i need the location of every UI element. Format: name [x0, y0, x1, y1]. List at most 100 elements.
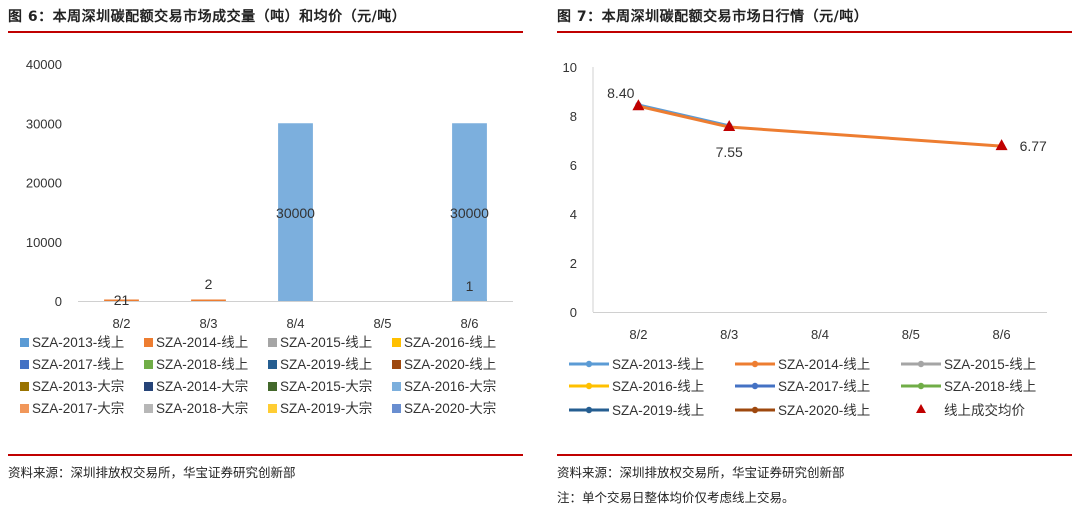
legend-point: [751, 382, 759, 390]
data-label: 21: [114, 292, 130, 308]
data-label: 2: [205, 276, 213, 292]
figure-6-title: 图 6：本周深圳碳配额交易市场成交量（吨）和均价（元/吨）: [8, 9, 407, 25]
legend-label: 线上成交均价: [944, 402, 1025, 418]
legend-label: SZA-2016-大宗: [404, 379, 496, 394]
legend-point: [585, 406, 593, 414]
legend-label: SZA-2017-线上: [778, 379, 870, 394]
legend-label: SZA-2015-线上: [280, 335, 372, 350]
figure-7-note: 注：单个交易日整体均价仅考虑线上交易。: [557, 490, 795, 505]
x-tick-label: 8/5: [373, 316, 391, 331]
legend-point: [917, 382, 925, 390]
legend-label: SZA-2017-大宗: [32, 401, 124, 416]
legend-marker: [916, 404, 926, 413]
bar: [191, 299, 226, 301]
bar: [104, 299, 139, 301]
x-tick-label: 8/6: [993, 327, 1011, 342]
legend-swatch: [268, 338, 277, 347]
x-tick-label: 8/5: [902, 327, 920, 342]
legend-swatch: [392, 382, 401, 391]
legend-swatch: [268, 382, 277, 391]
x-tick-label: 8/2: [629, 327, 647, 342]
y-tick-label: 30000: [26, 116, 62, 131]
x-tick-label: 8/2: [112, 316, 130, 331]
y-tick-label: 2: [570, 256, 577, 271]
title-rule: [8, 31, 523, 33]
legend-swatch: [268, 404, 277, 413]
avg-price-marker: [723, 120, 736, 132]
title-rule: [557, 31, 1072, 33]
legend-label: SZA-2013-大宗: [32, 379, 124, 394]
legend-label: SZA-2013-线上: [32, 335, 124, 350]
data-label: 30000: [276, 205, 315, 221]
y-tick-label: 40000: [26, 57, 62, 72]
source-rule: [8, 454, 523, 456]
y-tick-label: 6: [570, 158, 577, 173]
legend-point: [751, 360, 759, 368]
x-tick-label: 8/3: [720, 327, 738, 342]
y-tick-label: 20000: [26, 176, 62, 191]
legend-swatch: [20, 382, 29, 391]
x-tick-label: 8/4: [286, 316, 304, 331]
legend-swatch: [144, 360, 153, 369]
legend-label: SZA-2014-大宗: [156, 379, 248, 394]
legend-label: SZA-2020-大宗: [404, 401, 496, 416]
legend-label: SZA-2018-线上: [156, 357, 248, 372]
legend-swatch: [144, 382, 153, 391]
data-label: 8.40: [607, 85, 634, 101]
data-label: 1: [466, 278, 474, 294]
legend-label: SZA-2018-线上: [944, 379, 1036, 394]
legend-label: SZA-2019-大宗: [280, 401, 372, 416]
data-label: 7.55: [716, 144, 743, 160]
legend-label: SZA-2020-线上: [404, 357, 496, 372]
volume-bar-chart: 0 10000 20000 30000 40000 8/2 8/3 8/4 8/5 8/6 21 2 3…: [20, 57, 513, 416]
legend-point: [751, 406, 759, 414]
data-label: 6.77: [1020, 138, 1047, 154]
avg-price-marker: [632, 99, 645, 111]
legend-label: SZA-2013-线上: [612, 357, 704, 372]
legend-point: [585, 382, 593, 390]
x-tick-label: 8/6: [460, 316, 478, 331]
legend-label: SZA-2020-线上: [778, 403, 870, 418]
figure-7-source: 资料来源：深圳排放权交易所，华宝证券研究创新部: [557, 465, 845, 480]
x-tick-label: 8/3: [199, 316, 217, 331]
legend-swatch: [392, 404, 401, 413]
source-rule: [557, 454, 1072, 456]
figure-6-panel: 图 6：本周深圳碳配额交易市场成交量（吨）和均价（元/吨） 0 10000 2000…: [8, 0, 523, 517]
legend-swatch: [20, 360, 29, 369]
y-tick-label: 8: [570, 109, 577, 124]
figure-7-panel: 图 7：本周深圳碳配额交易市场日行情（元/吨） 0 2 4 6 8 10 8/2 8/3 8/4…: [557, 0, 1072, 517]
legend-swatch: [20, 338, 29, 347]
y-tick-label: 0: [570, 305, 577, 320]
legend-label: SZA-2014-线上: [156, 335, 248, 350]
legend-label: SZA-2015-大宗: [280, 379, 372, 394]
y-tick-label: 10: [563, 60, 577, 75]
legend-label: SZA-2016-线上: [404, 335, 496, 350]
legend-label: SZA-2016-线上: [612, 379, 704, 394]
legend-point: [585, 360, 593, 368]
figure-6-source: 资料来源：深圳排放权交易所，华宝证券研究创新部: [8, 465, 296, 480]
legend-point: [917, 360, 925, 368]
legend-label: SZA-2019-线上: [612, 403, 704, 418]
y-tick-label: 10000: [26, 235, 62, 250]
bar: [452, 123, 487, 301]
data-label: 30000: [450, 205, 489, 221]
x-tick-label: 8/4: [811, 327, 829, 342]
legend-swatch: [144, 404, 153, 413]
bar: [278, 123, 313, 301]
legend-swatch: [20, 404, 29, 413]
legend-swatch: [392, 360, 401, 369]
legend-label: SZA-2015-线上: [944, 357, 1036, 372]
price-line-chart: 0 2 4 6 8 10 8/2 8/3 8/4 8/5 8/6 8.40 7.55 6.77 SZA-20…: [563, 60, 1048, 418]
y-tick-label: 4: [570, 207, 577, 222]
legend-swatch: [392, 338, 401, 347]
legend-label: SZA-2014-线上: [778, 357, 870, 372]
y-tick-label: 0: [55, 294, 62, 309]
legend-label: SZA-2019-线上: [280, 357, 372, 372]
figure-7-title: 图 7：本周深圳碳配额交易市场日行情（元/吨）: [557, 9, 869, 25]
avg-price-marker: [995, 139, 1008, 151]
legend-label: SZA-2018-大宗: [156, 401, 248, 416]
legend-label: SZA-2017-线上: [32, 357, 124, 372]
legend-swatch: [144, 338, 153, 347]
legend-swatch: [268, 360, 277, 369]
series-line: [638, 104, 1002, 148]
